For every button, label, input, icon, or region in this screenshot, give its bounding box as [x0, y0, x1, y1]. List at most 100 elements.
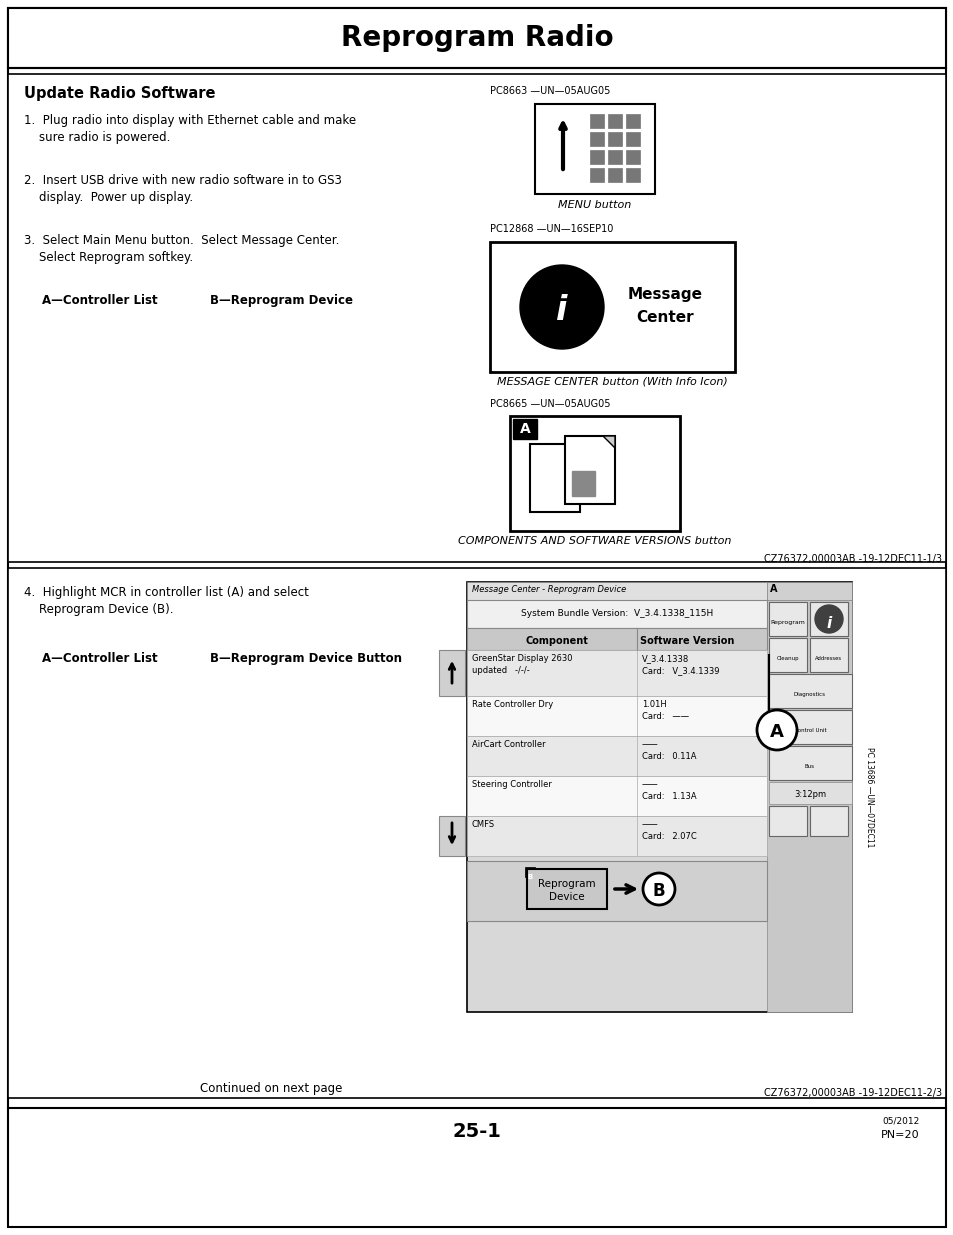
- Bar: [490, 242, 734, 372]
- Bar: [8, 74, 945, 562]
- Text: 05/2012: 05/2012: [882, 1116, 919, 1125]
- Bar: [809, 806, 847, 836]
- Circle shape: [642, 873, 675, 905]
- Text: Reprogram Radio: Reprogram Radio: [340, 23, 613, 52]
- Text: Update Radio Software: Update Radio Software: [24, 86, 215, 101]
- Bar: [467, 582, 766, 600]
- Bar: [467, 736, 766, 776]
- Bar: [467, 697, 766, 736]
- Text: V_3.4.1338
Card:   V_3.4.1339: V_3.4.1338 Card: V_3.4.1339: [641, 655, 719, 674]
- Bar: [768, 601, 806, 636]
- Text: AirCart Controller: AirCart Controller: [472, 740, 545, 748]
- Bar: [625, 149, 639, 164]
- Text: Rate Controller Dry: Rate Controller Dry: [472, 700, 553, 709]
- Text: Bus: Bus: [804, 764, 814, 769]
- Text: A: A: [769, 584, 777, 594]
- Text: i: i: [825, 615, 831, 631]
- Text: 3.  Select Main Menu button.  Select Message Center.
    Select Reprogram softke: 3. Select Main Menu button. Select Messa…: [24, 233, 339, 264]
- Text: Continued on next page: Continued on next page: [200, 1082, 342, 1095]
- Polygon shape: [572, 471, 595, 496]
- Text: Center: Center: [636, 310, 693, 325]
- Text: Cleanup: Cleanup: [776, 656, 799, 661]
- Bar: [589, 149, 603, 164]
- Bar: [768, 746, 851, 781]
- Bar: [564, 436, 615, 504]
- Text: PN=20: PN=20: [881, 1130, 919, 1140]
- Bar: [467, 582, 851, 1011]
- Bar: [8, 7, 945, 68]
- Text: System Bundle Version:  V_3.4.1338_115H: System Bundle Version: V_3.4.1338_115H: [520, 609, 713, 618]
- Bar: [768, 806, 806, 836]
- Text: B: B: [527, 874, 532, 881]
- Text: i: i: [556, 294, 567, 327]
- Bar: [530, 445, 579, 513]
- Text: Reprogram
Device: Reprogram Device: [537, 879, 596, 903]
- Text: A—Controller List: A—Controller List: [42, 294, 157, 308]
- Bar: [467, 816, 766, 856]
- Bar: [510, 416, 679, 531]
- Bar: [467, 629, 766, 650]
- Bar: [625, 132, 639, 146]
- Text: Run: Run: [822, 620, 834, 625]
- Bar: [467, 650, 766, 697]
- Text: ——
Card:   1.13A: —— Card: 1.13A: [641, 781, 696, 800]
- Bar: [809, 601, 847, 636]
- Bar: [809, 601, 847, 636]
- Text: Message: Message: [627, 287, 701, 303]
- Text: Software Version: Software Version: [639, 636, 734, 646]
- Text: CMFS: CMFS: [472, 820, 495, 829]
- Bar: [467, 776, 766, 816]
- Circle shape: [757, 710, 796, 750]
- Text: 4.  Highlight MCR in controller list (A) and select
    Reprogram Device (B).: 4. Highlight MCR in controller list (A) …: [24, 585, 309, 616]
- Text: B—Reprogram Device Button: B—Reprogram Device Button: [210, 652, 401, 664]
- Text: MESSAGE CENTER button (With Info Icon): MESSAGE CENTER button (With Info Icon): [497, 375, 726, 387]
- Text: Reprogram: Reprogram: [770, 620, 804, 625]
- Text: MENU button: MENU button: [558, 200, 631, 210]
- Bar: [607, 149, 621, 164]
- Bar: [526, 869, 606, 909]
- Text: A: A: [519, 422, 530, 436]
- Bar: [535, 104, 655, 194]
- Text: A: A: [769, 722, 783, 741]
- Circle shape: [814, 605, 842, 634]
- Text: 3:12pm: 3:12pm: [793, 790, 825, 799]
- Text: A—Controller List: A—Controller List: [42, 652, 157, 664]
- Text: 25-1: 25-1: [452, 1123, 501, 1141]
- Bar: [766, 600, 851, 1011]
- Bar: [589, 114, 603, 128]
- Bar: [768, 638, 806, 672]
- Bar: [438, 650, 464, 697]
- Bar: [768, 782, 851, 804]
- Bar: [589, 168, 603, 182]
- Text: PC8663 —UN—05AUG05: PC8663 —UN—05AUG05: [490, 86, 610, 96]
- Bar: [467, 600, 766, 629]
- Text: PC12868 —UN—16SEP10: PC12868 —UN—16SEP10: [490, 224, 613, 233]
- Text: GreenStar Display 2630
updated   -/-/-: GreenStar Display 2630 updated -/-/-: [472, 655, 572, 674]
- Bar: [768, 674, 851, 708]
- Text: CZ76372,00003AB -19-12DEC11-2/3: CZ76372,00003AB -19-12DEC11-2/3: [763, 1088, 941, 1098]
- Bar: [467, 861, 766, 921]
- Circle shape: [519, 266, 603, 350]
- Text: Control Unit: Control Unit: [793, 727, 825, 734]
- Bar: [607, 114, 621, 128]
- Bar: [607, 132, 621, 146]
- Bar: [809, 638, 847, 672]
- Text: B—Reprogram Device: B—Reprogram Device: [210, 294, 353, 308]
- Text: B: B: [652, 882, 664, 900]
- Text: CZ76372,00003AB -19-12DEC11-1/3: CZ76372,00003AB -19-12DEC11-1/3: [763, 555, 941, 564]
- Text: Diagnostics: Diagnostics: [793, 692, 825, 697]
- Text: PC 13686 —UN—07DEC11: PC 13686 —UN—07DEC11: [864, 747, 874, 847]
- Bar: [766, 582, 851, 600]
- Bar: [524, 867, 535, 877]
- Text: COMPONENTS AND SOFTWARE VERSIONS button: COMPONENTS AND SOFTWARE VERSIONS button: [457, 536, 731, 546]
- Bar: [589, 132, 603, 146]
- Text: 1.01H
Card:   ——: 1.01H Card: ——: [641, 700, 688, 721]
- Bar: [625, 114, 639, 128]
- Polygon shape: [602, 436, 615, 448]
- Text: 1.  Plug radio into display with Ethernet cable and make
    sure radio is power: 1. Plug radio into display with Ethernet…: [24, 114, 355, 144]
- Text: Component: Component: [525, 636, 588, 646]
- Bar: [513, 419, 537, 438]
- Text: Steering Controller: Steering Controller: [472, 781, 551, 789]
- Bar: [607, 168, 621, 182]
- Text: ——
Card:   0.11A: —— Card: 0.11A: [641, 740, 696, 761]
